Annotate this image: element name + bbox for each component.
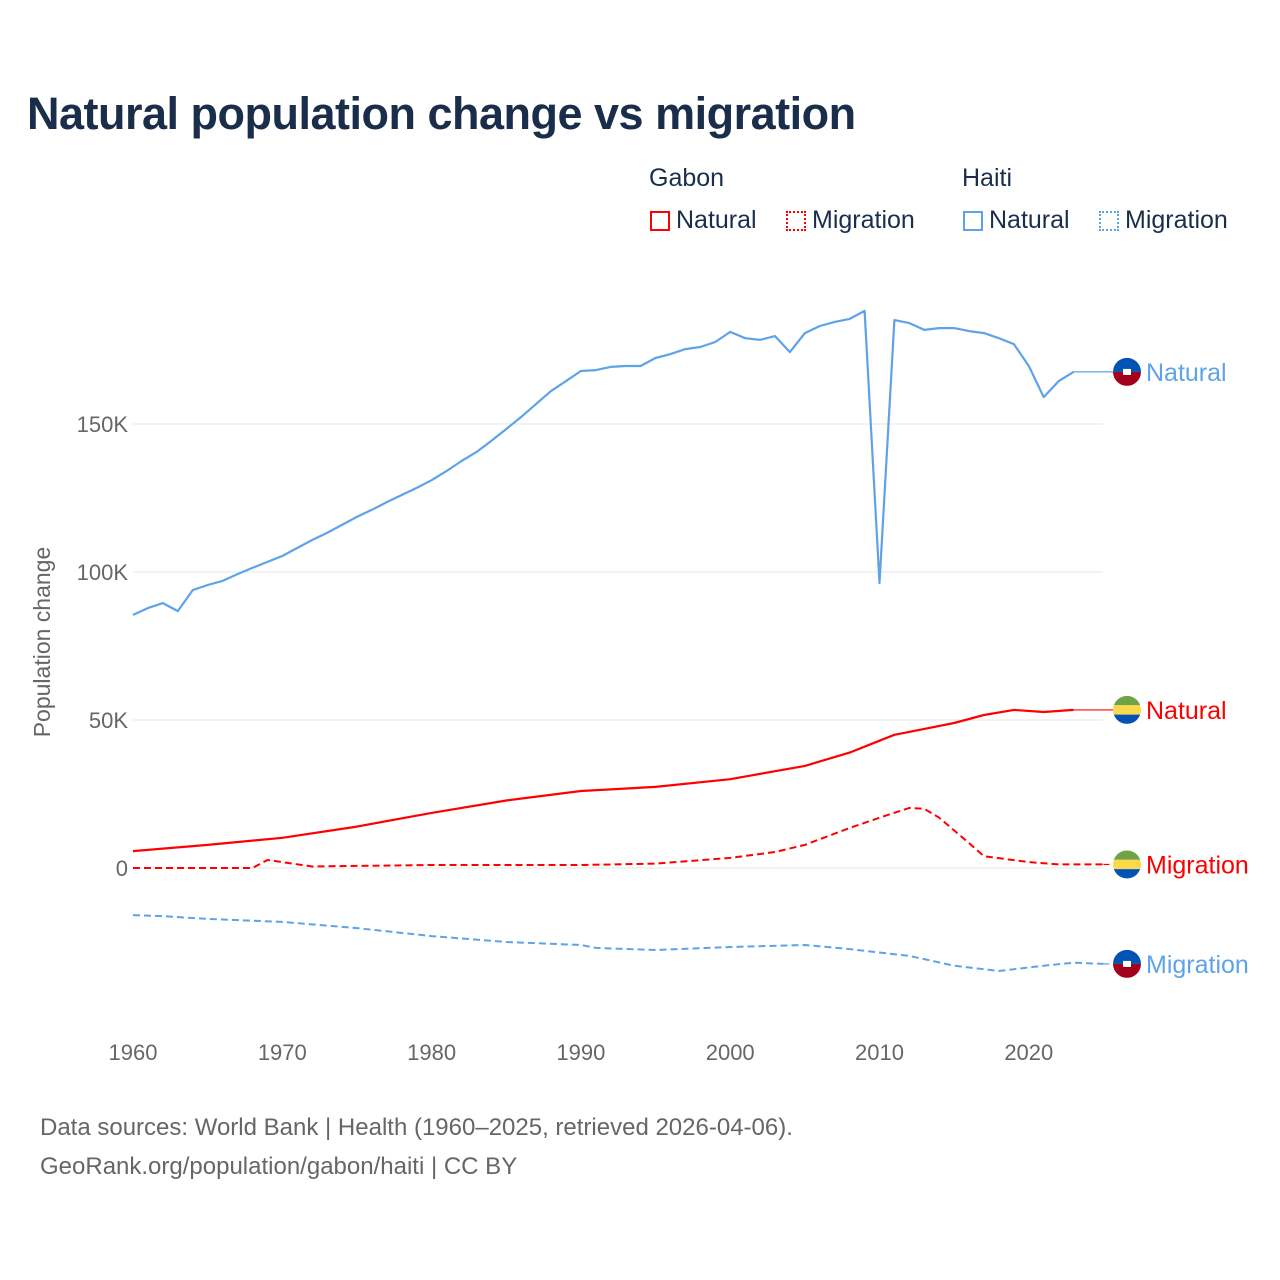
x-tick-label: 2010	[855, 1040, 904, 1065]
legend-swatch-dotted	[786, 210, 806, 231]
chart-title: Natural population change vs migration	[27, 88, 856, 139]
x-tick-label: 1960	[109, 1040, 158, 1065]
series-haiti-migration: Migration	[132, 914, 1249, 979]
legend-haiti-migration[interactable]: Migration	[1099, 206, 1228, 235]
y-tick-label: 150K	[77, 412, 129, 437]
flag-body	[1113, 949, 1141, 978]
legend-gabon-natural[interactable]: Natural	[650, 206, 757, 235]
end-label: Migration	[1146, 851, 1249, 879]
legend-label: Natural	[676, 206, 757, 234]
y-axis-label: Population change	[29, 547, 55, 738]
flag-stripe	[1113, 850, 1141, 860]
flag-body	[1113, 850, 1141, 879]
legend-group-haiti: Haiti	[962, 164, 1013, 192]
footer: Data sources: World Bank | Health (1960–…	[40, 1108, 793, 1186]
flag-stripe	[1113, 949, 1141, 964]
series-line	[132, 914, 1104, 972]
flag-emblem	[1123, 960, 1131, 967]
legend-swatch-dotted	[1099, 210, 1119, 231]
end-label: Migration	[1146, 951, 1249, 979]
end-label: Natural	[1146, 697, 1227, 725]
series-line	[133, 806, 1104, 869]
y-tick-label: 100K	[77, 560, 129, 585]
series-gabon-natural: Natural	[132, 695, 1227, 853]
flag-body	[1113, 695, 1141, 724]
flag-stripe	[1113, 714, 1141, 724]
legend-swatch-solid	[650, 210, 670, 231]
flag-emblem	[1123, 368, 1131, 375]
series-gabon-migration: Migration	[133, 806, 1249, 879]
x-tick-label: 2020	[1004, 1040, 1053, 1065]
flag-stripe	[1113, 869, 1141, 879]
flag-stripe	[1113, 705, 1141, 715]
flag-stripe	[1113, 371, 1141, 386]
legend-label: Migration	[812, 206, 915, 234]
x-tick-label: 2000	[706, 1040, 755, 1065]
legend-gabon-migration[interactable]: Migration	[786, 206, 915, 235]
flag-stripe	[1113, 859, 1141, 870]
flag-body	[1113, 357, 1141, 386]
flag-icon-gabon	[1113, 695, 1141, 724]
series-haiti-natural: Natural	[132, 309, 1227, 616]
flag-icon-gabon	[1113, 850, 1141, 879]
legend-label: Natural	[989, 206, 1070, 234]
y-tick-label: 0	[116, 856, 128, 881]
flag-stripe	[1113, 695, 1141, 706]
y-tick-label: 50K	[89, 708, 128, 733]
footer-source: Data sources: World Bank | Health (1960–…	[40, 1114, 793, 1141]
flag-stripe	[1113, 357, 1141, 372]
x-tick-label: 1990	[556, 1040, 605, 1065]
legend-label: Migration	[1125, 206, 1228, 234]
legend-haiti-natural[interactable]: Natural	[963, 206, 1070, 235]
flag-icon-haiti	[1113, 949, 1141, 978]
flag-stripe	[1113, 963, 1141, 978]
x-tick-label: 1970	[258, 1040, 307, 1065]
footer-credit: GeoRank.org/population/gabon/haiti | CC …	[40, 1153, 518, 1180]
series-line	[132, 309, 1075, 616]
x-tick-label: 1980	[407, 1040, 456, 1065]
end-label: Natural	[1146, 359, 1227, 387]
flag-icon-haiti	[1113, 357, 1141, 386]
legend-group-gabon: Gabon	[649, 164, 725, 192]
series-line	[132, 708, 1074, 853]
legend-swatch-solid	[963, 210, 983, 231]
